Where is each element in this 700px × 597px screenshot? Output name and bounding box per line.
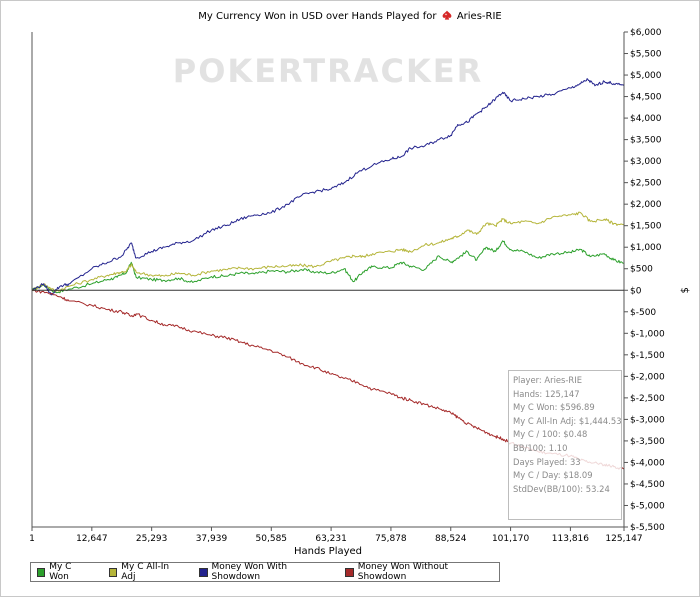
- x-tick-label: 125,147: [605, 534, 642, 544]
- legend-label: Money Won Without Showdown: [357, 562, 449, 582]
- stats-line: BB/100: 1.10: [513, 442, 568, 453]
- y-tick-label: $500: [630, 265, 653, 275]
- x-tick-label: 37,939: [196, 534, 228, 544]
- y-tick-label: $4,500: [630, 93, 662, 103]
- stats-line: My C Won: $596.89: [513, 402, 595, 413]
- y-tick-label: $0: [630, 286, 642, 296]
- x-tick-label: 75,878: [375, 534, 407, 544]
- y-tick-label: $1,500: [630, 222, 662, 232]
- chart-title-text: My Currency Won in USD over Hands Played…: [198, 11, 437, 22]
- legend-swatch: [345, 567, 354, 577]
- y-tick-label: $3,000: [630, 157, 662, 167]
- series-line-my-c-won: [31, 240, 625, 294]
- y-tick-label: $2,000: [630, 200, 662, 210]
- series-line-my-c-all-in-adj: [31, 211, 625, 293]
- stats-line: StdDev(BB/100): 53.24: [513, 483, 610, 494]
- stats-line: Hands: 125,147: [513, 388, 580, 399]
- y-tick-label: $-4,000: [630, 458, 665, 468]
- y-axis-title: $: [680, 287, 691, 293]
- y-tick-label: $-5,000: [630, 501, 665, 511]
- y-tick-label: $-5,500: [630, 523, 665, 533]
- legend-item: My C All-In Adj: [109, 562, 179, 582]
- stats-line: Days Played: 33: [513, 456, 581, 467]
- stats-line: My C / Day: $18.09: [513, 470, 593, 481]
- y-tick-label: $-2,000: [630, 372, 665, 382]
- x-tick-label: 101,170: [492, 534, 529, 544]
- y-tick-label: $-500: [630, 308, 656, 318]
- legend-label: My C All-In Adj: [121, 562, 170, 582]
- x-tick-label: 12,647: [76, 534, 108, 544]
- x-axis-title: Hands Played: [294, 546, 362, 557]
- y-tick-label: $-4,500: [630, 480, 665, 490]
- y-tick-label: $-1,500: [630, 351, 665, 361]
- legend-label: Money Won With Showdown: [211, 562, 288, 582]
- series-line-money-won-with-showdown: [31, 78, 625, 296]
- y-tick-label: $-3,500: [630, 437, 665, 447]
- y-tick-label: $1,000: [630, 243, 662, 253]
- legend: My C Won My C All-In Adj Money Won With Sh…: [30, 562, 500, 582]
- y-tick-label: $-1,000: [630, 329, 665, 339]
- player-name: Aries-RIE: [456, 11, 502, 22]
- legend-swatch: [109, 567, 118, 577]
- x-tick-label: 25,293: [136, 534, 168, 544]
- x-tick-label: 63,231: [315, 534, 347, 544]
- legend-swatch: [199, 567, 208, 577]
- x-tick-label: 113,816: [552, 534, 589, 544]
- legend-swatch: [37, 567, 46, 577]
- watermark-text: POKERTRACKER: [173, 52, 484, 90]
- x-tick-label: 50,585: [256, 534, 288, 544]
- y-tick-label: $6,000: [630, 28, 662, 38]
- legend-item: My C Won: [37, 562, 89, 582]
- legend-item: Money Won With Showdown: [199, 562, 325, 582]
- poker-suit-icon: [442, 10, 452, 20]
- stats-line: My C / 100: $0.48: [513, 429, 588, 440]
- y-tick-label: $2,500: [630, 179, 662, 189]
- player-stats-box: Player: Aries-RIE Hands: 125,147 My C Won:…: [508, 370, 622, 520]
- x-tick-label: 1: [29, 534, 35, 544]
- legend-label: My C Won: [49, 562, 72, 582]
- y-tick-label: $3,500: [630, 136, 662, 146]
- y-tick-label: $-3,000: [630, 415, 665, 425]
- stats-line: My C All-In Adj: $1,444.53: [513, 415, 622, 426]
- y-tick-label: $-2,500: [630, 394, 665, 404]
- y-tick-label: $5,500: [630, 50, 662, 60]
- y-tick-label: $4,000: [630, 114, 662, 124]
- stats-line: Player: Aries-RIE: [513, 375, 583, 385]
- chart-title: My Currency Won in USD over Hands Played…: [0, 10, 700, 22]
- legend-item: Money Won Without Showdown: [345, 562, 485, 582]
- y-tick-label: $5,000: [630, 71, 662, 81]
- x-tick-label: 88,524: [435, 534, 467, 544]
